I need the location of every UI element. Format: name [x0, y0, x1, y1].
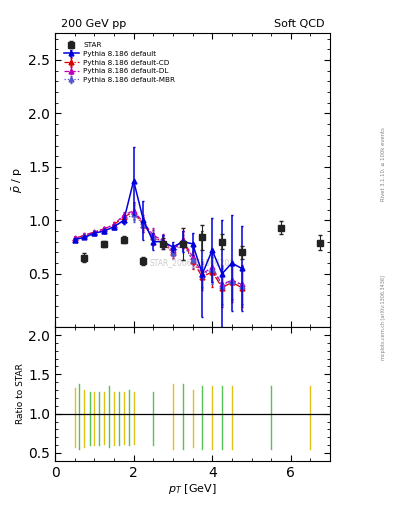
Y-axis label: Ratio to STAR: Ratio to STAR	[17, 364, 26, 424]
Text: Soft QCD: Soft QCD	[274, 19, 325, 29]
Y-axis label: $\bar{p}$ / p: $\bar{p}$ / p	[11, 167, 26, 194]
Text: STAR_2006_S6500200: STAR_2006_S6500200	[150, 258, 235, 267]
Text: 200 GeV pp: 200 GeV pp	[61, 19, 126, 29]
Text: mcplots.cern.ch [arXiv:1306.3436]: mcplots.cern.ch [arXiv:1306.3436]	[381, 275, 386, 360]
X-axis label: $p_T$ [GeV]: $p_T$ [GeV]	[168, 482, 217, 497]
Text: Rivet 3.1.10, ≥ 100k events: Rivet 3.1.10, ≥ 100k events	[381, 127, 386, 201]
Legend: STAR, Pythia 8.186 default, Pythia 8.186 default-CD, Pythia 8.186 default-DL, Py: STAR, Pythia 8.186 default, Pythia 8.186…	[61, 40, 177, 86]
